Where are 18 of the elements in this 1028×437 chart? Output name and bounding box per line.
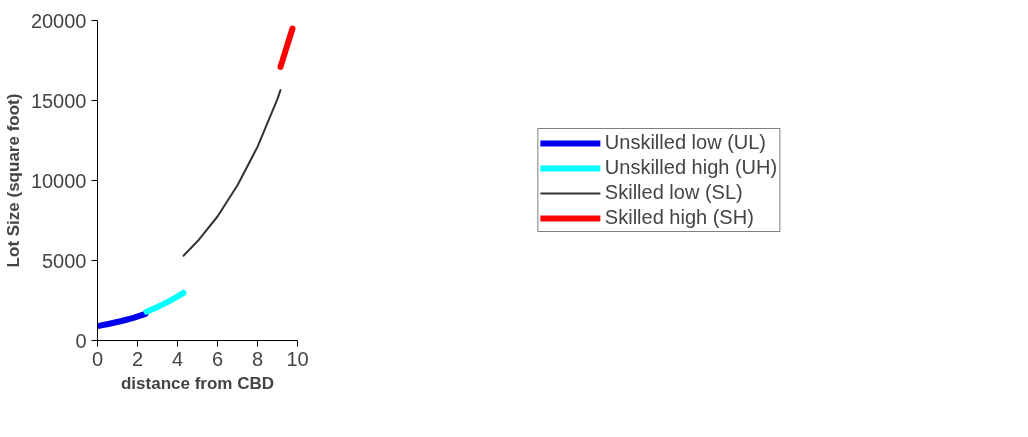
y-tick-label: 5000 (42, 249, 87, 272)
x-tick-label: 6 (211, 347, 224, 370)
y-tick-label: 20000 (30, 9, 87, 32)
x-axis-title: distance from CBD (120, 373, 275, 393)
x-tick-label: 0 (91, 347, 104, 370)
y-tick-label: 10000 (30, 169, 87, 192)
y-tick-label: 0 (75, 329, 87, 352)
y-axis-title: Lot Size (square foot) (3, 93, 23, 268)
legend-label: Unskilled high (UH) (604, 156, 778, 179)
legend-label: Skilled low (SL) (604, 181, 743, 204)
x-tick-label: 10 (286, 347, 309, 370)
x-tick-label: 4 (171, 347, 184, 370)
x-tick-label: 8 (251, 347, 264, 370)
line-series (182, 89, 282, 257)
y-tick-label: 15000 (30, 89, 87, 112)
legend-label: Unskilled low (UL) (604, 131, 767, 154)
legend-label: Skilled high (SH) (604, 206, 754, 229)
x-tick-label: 2 (131, 347, 144, 370)
